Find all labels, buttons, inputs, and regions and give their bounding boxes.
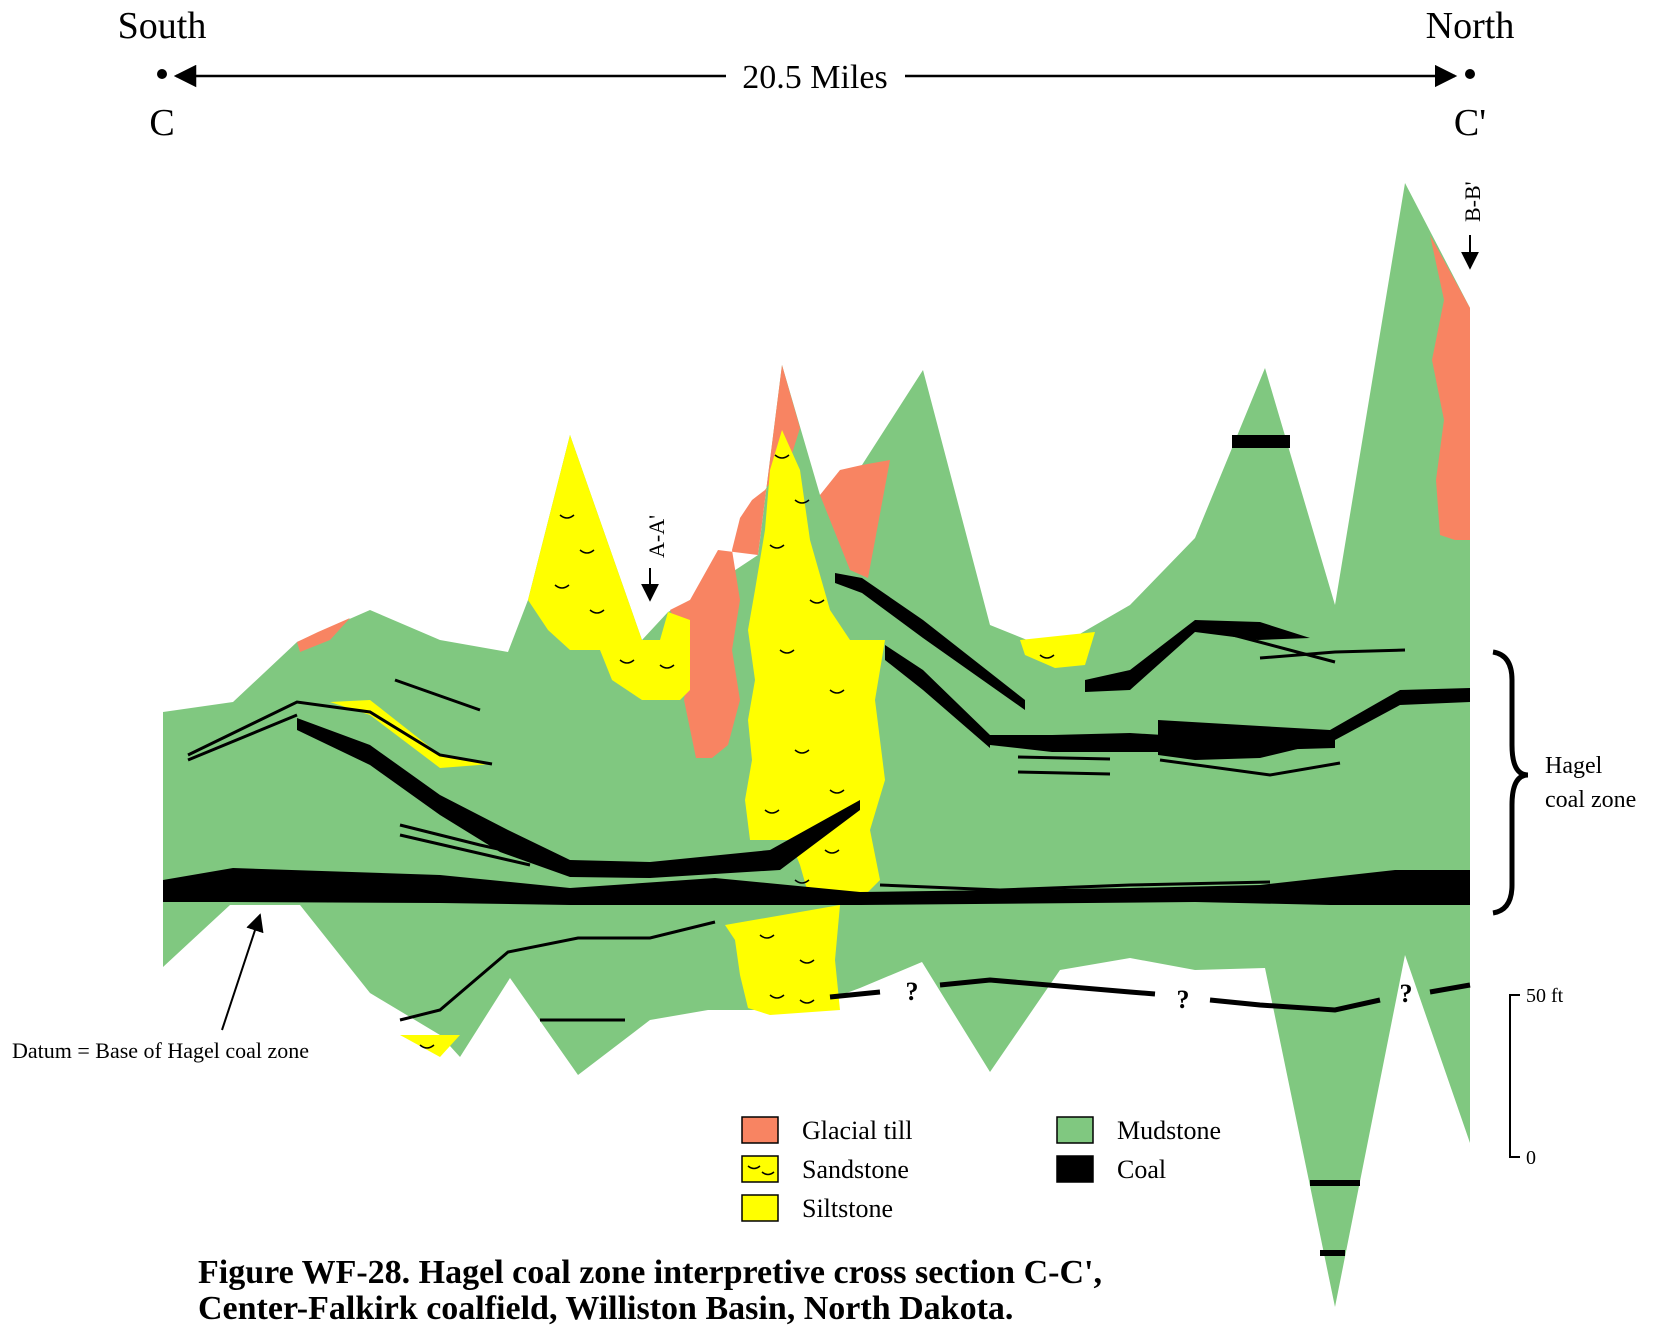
datum-arrow [221, 913, 264, 1031]
caption-line-1: Figure WF-28. Hagel coal zone interpreti… [198, 1254, 1102, 1291]
crossing-a-label: A-A' [644, 515, 669, 558]
legend-sandstone-texture [747, 1165, 775, 1176]
coal-thin-lines [187, 623, 1406, 1022]
hagel-zone-brace [1492, 649, 1529, 916]
legend-label-siltstone: Siltstone [802, 1194, 893, 1223]
hagel-zone-label-2: coal zone [1545, 787, 1636, 813]
section-start-point [157, 69, 167, 79]
crossing-marker-b: B-B' [1460, 181, 1485, 270]
section-start-label: C [149, 102, 174, 144]
legend-label-coal: Coal [1117, 1155, 1166, 1184]
section-end-label: C' [1454, 102, 1486, 144]
section-distance: 20.5 Miles [742, 59, 887, 96]
scale-bottom-label: 0 [1526, 1147, 1536, 1169]
legend: Glacial till Sandstone Siltstone Mudston… [741, 1116, 1221, 1223]
sandstone-body-3 [725, 905, 840, 1015]
datum-label: Datum = Base of Hagel coal zone [12, 1038, 309, 1063]
scale-top-label: 50 ft [1526, 985, 1564, 1007]
unknown-mark-3: ? [1400, 979, 1413, 1008]
vertical-scale-bar: 50 ft 0 [1509, 985, 1564, 1169]
legend-swatch-sandstone [741, 1155, 779, 1183]
legend-swatch-mudstone [1056, 1116, 1094, 1144]
coal-bed-north-peak [1232, 435, 1290, 448]
unknown-mark-2: ? [1177, 985, 1190, 1014]
figure-caption: Figure WF-28. Hagel coal zone interpreti… [198, 1255, 1348, 1327]
coal-bed-center [885, 645, 990, 748]
glacial-till-patch-1 [297, 618, 350, 652]
crossing-marker-a: A-A' [641, 515, 669, 602]
hagel-zone-label-1: Hagel [1545, 753, 1603, 779]
siltstone-lens-1 [330, 700, 492, 768]
siltstone-lens-3 [400, 1035, 460, 1057]
unknown-mark-1: ? [906, 977, 919, 1006]
coal-bed-datum [163, 868, 1470, 905]
coal-bed-north-upper [1085, 620, 1310, 692]
glacial-till-patch-2 [670, 365, 800, 758]
south-label: South [118, 5, 207, 47]
legend-swatch-coal [1056, 1155, 1094, 1183]
legend-label-mudstone: Mudstone [1117, 1116, 1221, 1145]
section-end-point [1465, 69, 1475, 79]
caption-line-2: Center-Falkirk coalfield, Williston Basi… [198, 1290, 1014, 1327]
glacial-till-patch-4 [1430, 235, 1470, 540]
sandstone-body-1 [528, 435, 690, 700]
legend-swatch-glacial-till [741, 1116, 779, 1144]
coal-bed-dipping [835, 573, 1025, 710]
legend-label-sandstone: Sandstone [802, 1155, 909, 1184]
legend-label-glacial-till: Glacial till [802, 1116, 912, 1145]
legend-swatch-siltstone [741, 1194, 779, 1222]
coal-bed-north-bottom-1 [1310, 1180, 1360, 1186]
coal-bed-north-bottom-2 [1320, 1250, 1345, 1256]
sandstone-texture [419, 454, 1055, 1049]
crossing-b-label: B-B' [1460, 181, 1485, 222]
north-label: North [1426, 5, 1515, 47]
inferred-coal-bed [829, 977, 1471, 1013]
glacial-till-patch-3 [820, 460, 890, 578]
coal-bed-mid-north [990, 730, 1335, 752]
siltstone-lens-2 [1020, 632, 1095, 668]
